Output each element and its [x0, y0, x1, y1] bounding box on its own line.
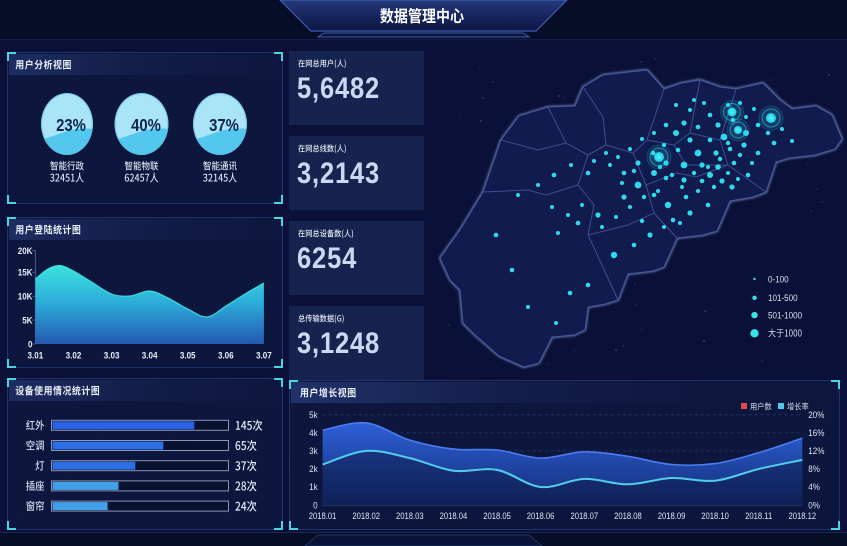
svg-text:2018.09: 2018.09 — [658, 510, 686, 521]
svg-text:2018.07: 2018.07 — [570, 510, 598, 521]
svg-text:0%: 0% — [808, 500, 820, 511]
svg-text:2018.02: 2018.02 — [352, 510, 380, 521]
svg-text:20K: 20K — [18, 245, 33, 256]
svg-text:1k: 1k — [309, 482, 318, 493]
svg-text:4%: 4% — [808, 482, 820, 493]
svg-text:12%: 12% — [808, 445, 824, 456]
svg-text:0: 0 — [28, 339, 33, 350]
svg-text:2018.10: 2018.10 — [701, 510, 729, 521]
svg-text:3.05: 3.05 — [180, 350, 196, 361]
svg-text:16%: 16% — [808, 427, 824, 438]
svg-text:2018.11: 2018.11 — [745, 510, 772, 521]
svg-text:3.02: 3.02 — [66, 350, 82, 361]
svg-text:8%: 8% — [808, 464, 820, 475]
svg-text:2018.12: 2018.12 — [788, 510, 816, 521]
svg-text:3.07: 3.07 — [256, 350, 272, 361]
svg-text:2018.08: 2018.08 — [614, 510, 642, 521]
svg-text:101-500: 101-500 — [768, 292, 798, 303]
svg-text:2018.03: 2018.03 — [396, 510, 424, 521]
svg-text:3.03: 3.03 — [104, 350, 120, 361]
svg-text:501-1000: 501-1000 — [768, 310, 802, 321]
svg-text:3.01: 3.01 — [28, 350, 44, 361]
svg-text:20%: 20% — [808, 409, 824, 420]
svg-text:2018.01: 2018.01 — [309, 510, 337, 521]
svg-text:5k: 5k — [309, 409, 318, 420]
svg-text:4k: 4k — [309, 427, 318, 438]
svg-text:2018.06: 2018.06 — [527, 510, 555, 521]
svg-text:2018.05: 2018.05 — [483, 510, 511, 521]
svg-text:2k: 2k — [309, 464, 318, 475]
svg-text:2018.04: 2018.04 — [440, 510, 468, 521]
svg-text:15K: 15K — [18, 267, 33, 278]
svg-text:3k: 3k — [309, 445, 318, 456]
svg-text:3.04: 3.04 — [142, 350, 158, 361]
svg-text:5K: 5K — [22, 315, 33, 326]
svg-text:0: 0 — [313, 500, 318, 511]
svg-text:0-100: 0-100 — [768, 274, 789, 285]
svg-text:10K: 10K — [18, 291, 33, 302]
svg-text:3.06: 3.06 — [218, 350, 234, 361]
